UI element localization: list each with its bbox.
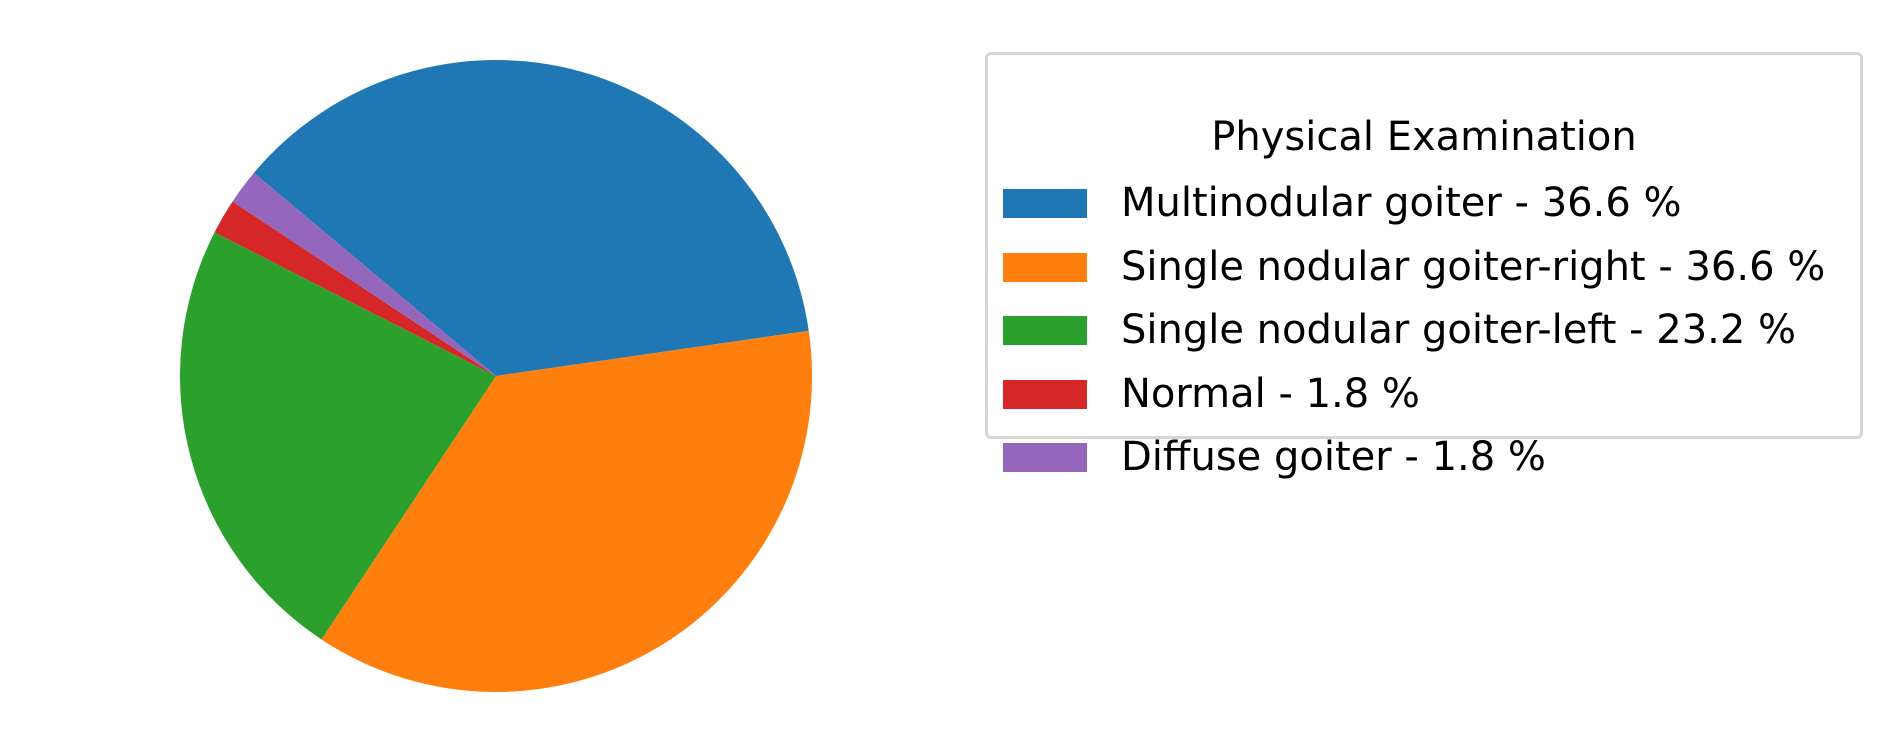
legend-swatch [1003,252,1087,282]
pie-slice-5 [232,172,497,376]
legend-swatch [1003,379,1087,409]
pie-slice-1 [253,59,809,377]
pie-slices [179,59,813,693]
pie-slice-4 [214,201,497,376]
legend-label: Diffuse goiter - 1.8 % [1121,434,1546,480]
legend-swatch [1003,316,1087,345]
pie-slice-3 [179,232,496,640]
legend-swatch [1003,443,1087,472]
legend-label: Normal - 1.8 % [1121,370,1420,417]
legend-label: Single nodular goiter-left - 23.2 % [1121,307,1797,353]
pie-slice-2 [321,330,813,693]
legend-title: Physical Examination [1211,114,1637,160]
legend-label: Multinodular goiter - 36.6 % [1121,180,1682,226]
legend-swatch [1003,189,1087,218]
legend: Physical Examination Multinodular goiter… [985,52,1863,480]
legend-label: Single nodular goiter-right - 36.6 % [1121,243,1826,290]
